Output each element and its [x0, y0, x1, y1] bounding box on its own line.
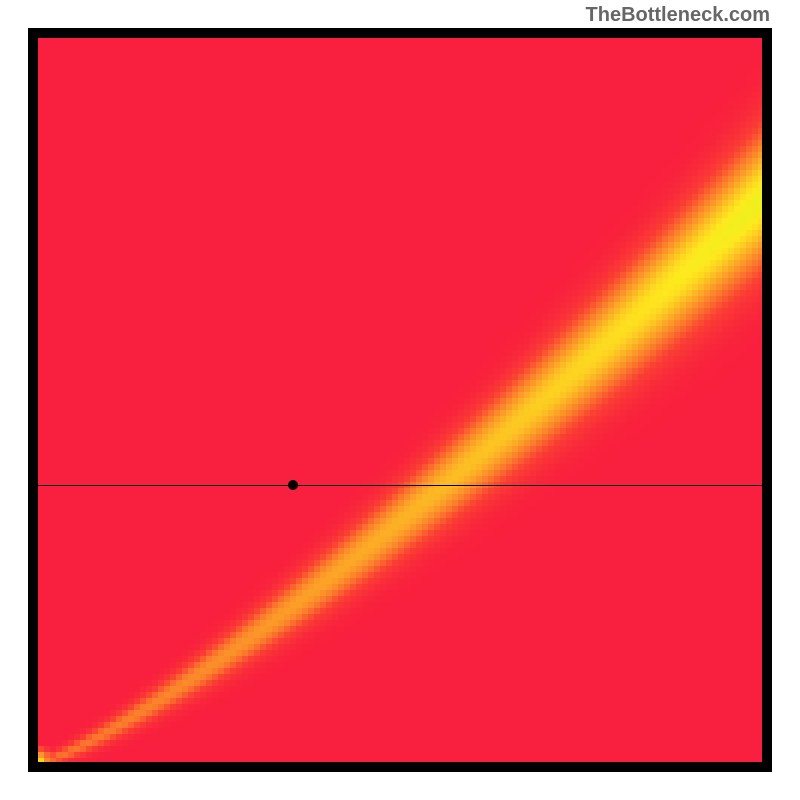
plot-area	[38, 38, 762, 762]
crosshair-horizontal	[38, 485, 762, 486]
watermark-text: TheBottleneck.com	[586, 4, 770, 27]
heatmap-canvas	[38, 38, 762, 762]
chart-frame	[28, 28, 772, 772]
data-point-marker	[288, 480, 298, 490]
